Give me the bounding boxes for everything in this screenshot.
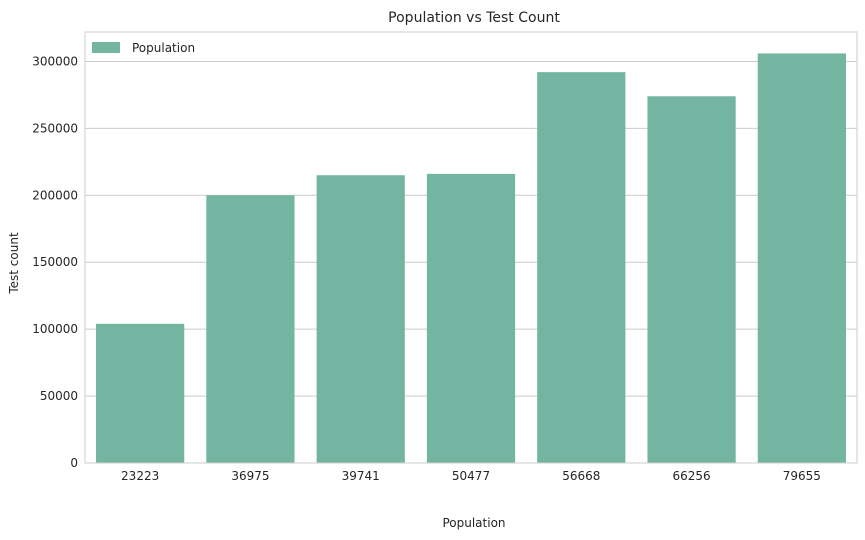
x-tick-label: 66256	[672, 469, 710, 483]
y-tick-label: 150000	[32, 255, 78, 269]
x-axis-label: Population	[442, 516, 505, 530]
y-axis-label: Test count	[7, 232, 21, 295]
y-tick-label: 100000	[32, 322, 78, 336]
bar-56668	[537, 72, 626, 464]
bars	[96, 53, 846, 464]
y-tick-label: 0	[70, 456, 78, 470]
bar-50477	[426, 173, 516, 463]
x-tick-label: 36975	[231, 469, 269, 483]
bar-39741	[316, 175, 405, 463]
legend-label: Population	[132, 41, 195, 55]
plot-frame	[84, 31, 858, 464]
y-tick-label: 200000	[32, 188, 78, 202]
bar-23223	[96, 323, 185, 463]
x-tick-label: 50477	[452, 469, 490, 483]
x-tick-labels: 23223 36975 39741 50477 56668 66256 79655	[121, 469, 821, 483]
bar-79655	[757, 53, 846, 464]
y-tick-labels: 0 50000 100000 150000 200000 250000 300000	[32, 54, 78, 470]
chart-title: Population vs Test Count	[388, 10, 560, 26]
legend-swatch	[92, 42, 120, 53]
x-tick-label: 56668	[562, 469, 600, 483]
bar-66256	[647, 96, 736, 463]
y-tick-label: 300000	[32, 54, 78, 68]
x-tick-label: 79655	[783, 469, 821, 483]
x-tick-label: 39741	[342, 469, 380, 483]
bar-36975	[206, 195, 295, 463]
y-tick-label: 250000	[32, 121, 78, 135]
x-tick-label: 23223	[121, 469, 159, 483]
legend: Population	[92, 41, 195, 55]
y-tick-label: 50000	[40, 389, 78, 403]
